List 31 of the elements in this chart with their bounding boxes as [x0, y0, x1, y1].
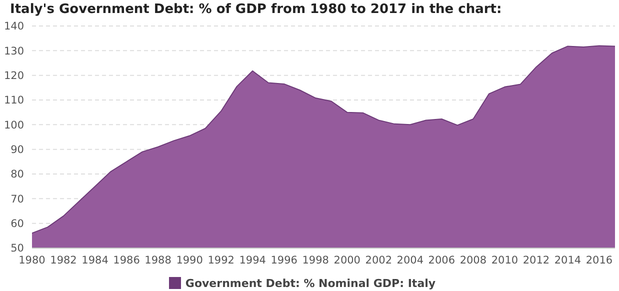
x-tick-label: 2004: [396, 254, 424, 266]
x-tick-label: 1992: [208, 254, 234, 266]
y-tick-label: 90: [10, 144, 24, 156]
x-tick-label: 2002: [365, 254, 392, 266]
x-tick-label: 1982: [50, 254, 77, 266]
y-tick-label: 70: [10, 193, 24, 206]
y-tick-label: 60: [10, 218, 24, 230]
x-tick-label: 1988: [144, 254, 172, 266]
x-tick-label: 2010: [491, 254, 518, 266]
y-tick-label: 110: [4, 94, 24, 107]
x-tick-label: 1998: [302, 254, 329, 266]
y-tick-label: 50: [10, 242, 24, 255]
x-tick-label: 1994: [239, 254, 266, 266]
x-tick-label: 1990: [176, 254, 203, 266]
y-tick-label: 130: [4, 45, 24, 58]
chart-title: Italy's Government Debt: % of GDP from 1980 to 2017 in the chart:: [10, 2, 502, 17]
x-tick-label: 1986: [113, 254, 140, 266]
y-tick-label: 140: [4, 20, 24, 33]
legend-label: Government Debt: % Nominal GDP: Italy: [185, 277, 436, 290]
x-tick-label: 1996: [270, 254, 298, 266]
x-tick-label: 1980: [18, 254, 46, 266]
x-tick-label: 2014: [554, 254, 582, 266]
x-tick-label: 2006: [428, 254, 456, 266]
x-tick-label: 2000: [334, 254, 360, 266]
y-tick-label: 80: [10, 168, 24, 181]
x-tick-label: 2012: [522, 254, 550, 266]
y-tick-label: 120: [4, 70, 24, 82]
y-tick-label: 100: [4, 119, 24, 132]
x-tick-label: 2016: [586, 254, 613, 266]
x-tick-label: 1984: [82, 254, 109, 266]
x-tick-label: 2008: [460, 254, 487, 266]
